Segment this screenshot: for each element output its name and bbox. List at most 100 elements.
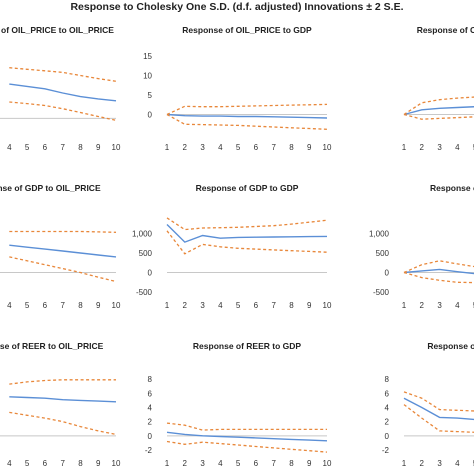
x-tick-label: 5 xyxy=(25,301,30,310)
upper-band-line xyxy=(403,96,474,116)
x-tick-label: 1 xyxy=(165,143,170,152)
y-tick-label: 0 xyxy=(148,111,153,120)
panel-title: Response of GDP to REER xyxy=(430,183,474,193)
x-tick-label: 6 xyxy=(254,301,259,310)
y-tick-label: 1,000 xyxy=(132,230,153,239)
y-tick-label: 5 xyxy=(148,91,153,100)
panel-title: Response of REER to OIL_PRICE xyxy=(0,341,104,351)
x-tick-label: 7 xyxy=(60,143,65,152)
x-tick-label: 3 xyxy=(437,143,442,152)
panel-title: Response of GDP to OIL_PRICE xyxy=(0,183,101,193)
upper-band-line xyxy=(403,391,474,412)
x-tick-label: 6 xyxy=(43,143,48,152)
x-tick-label: 1 xyxy=(402,301,407,310)
panel-title: Response of OIL_PRICE to REER xyxy=(417,25,474,35)
upper-band-line xyxy=(166,217,328,231)
response-line xyxy=(9,396,117,403)
panel-title: Response of OIL_PRICE to GDP xyxy=(182,25,312,35)
panel-gdp-to-oil: Response of GDP to OIL_PRICE12345678910 xyxy=(0,183,121,310)
lower-band-line xyxy=(403,404,474,433)
x-tick-label: 3 xyxy=(200,143,205,152)
x-tick-label: 4 xyxy=(7,459,12,468)
lower-band-line xyxy=(403,271,474,284)
x-tick-label: 2 xyxy=(420,143,425,152)
x-tick-label: 5 xyxy=(473,459,474,468)
x-tick-label: 10 xyxy=(112,143,121,152)
lower-band-line xyxy=(9,101,117,121)
panel-reer-to-reer: Response of REER to REER12345678910-2024… xyxy=(382,341,474,468)
x-tick-label: 7 xyxy=(60,459,65,468)
x-tick-label: 8 xyxy=(78,143,83,152)
y-tick-label: 10 xyxy=(143,72,152,81)
y-tick-label: 2 xyxy=(148,418,153,427)
x-tick-label: 4 xyxy=(455,459,460,468)
x-tick-label: 10 xyxy=(112,301,121,310)
response-line xyxy=(403,106,474,116)
x-tick-label: 5 xyxy=(473,301,474,310)
x-tick-label: 2 xyxy=(183,301,188,310)
x-tick-label: 9 xyxy=(307,143,312,152)
response-line xyxy=(403,397,474,421)
x-tick-label: 10 xyxy=(323,459,332,468)
panel-title: Response of REER to GDP xyxy=(193,341,301,351)
y-tick-label: -500 xyxy=(136,288,153,297)
x-tick-label: 1 xyxy=(165,301,170,310)
x-tick-label: 9 xyxy=(96,301,101,310)
x-tick-label: 1 xyxy=(402,459,407,468)
response-line xyxy=(9,244,117,258)
upper-band-line xyxy=(9,230,117,233)
x-tick-label: 8 xyxy=(289,143,294,152)
y-tick-label: 8 xyxy=(148,375,153,384)
x-tick-label: 3 xyxy=(437,459,442,468)
y-tick-label: 500 xyxy=(376,249,390,258)
x-tick-label: 8 xyxy=(289,301,294,310)
y-tick-label: 8 xyxy=(385,375,390,384)
x-tick-label: 8 xyxy=(78,459,83,468)
x-tick-label: 4 xyxy=(455,301,460,310)
y-tick-label: 0 xyxy=(148,269,153,278)
x-tick-label: 9 xyxy=(307,459,312,468)
x-tick-label: 6 xyxy=(43,459,48,468)
lower-band-line xyxy=(403,113,474,120)
x-tick-label: 5 xyxy=(25,143,30,152)
x-tick-label: 6 xyxy=(254,143,259,152)
x-tick-label: 5 xyxy=(236,459,241,468)
x-tick-label: 10 xyxy=(112,459,121,468)
y-tick-label: 0 xyxy=(148,432,153,441)
x-tick-label: 1 xyxy=(165,459,170,468)
panel-gdp-to-reer: Response of GDP to REER12345678910-50005… xyxy=(369,183,474,310)
x-tick-label: 6 xyxy=(43,301,48,310)
lower-band-line xyxy=(9,411,117,436)
x-tick-label: 9 xyxy=(96,143,101,152)
x-tick-label: 4 xyxy=(7,143,12,152)
x-tick-label: 7 xyxy=(60,301,65,310)
y-tick-label: -2 xyxy=(145,446,153,455)
y-tick-label: 4 xyxy=(148,403,153,412)
y-tick-label: -500 xyxy=(373,288,390,297)
x-tick-label: 8 xyxy=(78,301,83,310)
panel-oil-to-gdp: Response of OIL_PRICE to GDP 1 2 3 4 5 6 7 8 9 10 0… xyxy=(143,25,332,152)
x-tick-label: 9 xyxy=(307,301,312,310)
panel-reer-to-gdp: Response of REER to GDP 1 2 3 4 5 6 7 8 9 10 -2 0 2 4 6… xyxy=(145,341,332,468)
upper-band-line xyxy=(166,422,327,431)
x-tick-label: 9 xyxy=(96,459,101,468)
figure-title: Response to Cholesky One S.D. (d.f. adju… xyxy=(70,1,404,13)
panel-oil-to-reer: Response of OIL_PRICE to REER12345678910 xyxy=(402,25,474,152)
upper-band-line xyxy=(166,103,328,116)
x-tick-label: 2 xyxy=(183,143,188,152)
y-tick-label: 500 xyxy=(139,249,153,258)
y-tick-label: -2 xyxy=(382,446,390,455)
lower-band-line xyxy=(166,113,328,130)
x-tick-label: 3 xyxy=(200,459,205,468)
lower-band-line xyxy=(166,230,328,255)
response-line xyxy=(9,83,117,102)
panel-reer-to-oil: Response of REER to OIL_PRICE12345678910 xyxy=(0,341,121,468)
x-tick-label: 7 xyxy=(271,143,276,152)
x-tick-label: 4 xyxy=(7,301,12,310)
x-tick-label: 2 xyxy=(420,301,425,310)
y-tick-label: 2 xyxy=(385,418,390,427)
upper-band-line xyxy=(9,379,116,385)
upper-band-line xyxy=(9,67,117,82)
response-line xyxy=(166,113,328,119)
upper-band-line xyxy=(403,260,474,274)
